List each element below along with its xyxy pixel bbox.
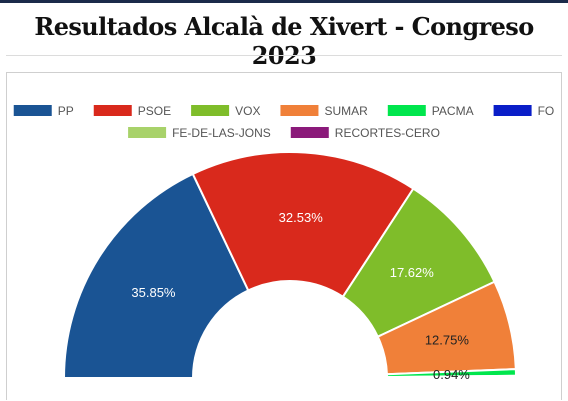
- legend-label-pacma: PACMA: [432, 104, 474, 118]
- legend-item-fe-de-las-jons[interactable]: FE-DE-LAS-JONS: [128, 126, 271, 140]
- chart-legend[interactable]: PP PSOE VOX SUMAR PACMA FO FE-DE-LAS-JONS RECOR…: [14, 104, 555, 140]
- slice-label-pp: 35.85%: [131, 285, 176, 300]
- legend-swatch-fe-de-las-jons: [128, 127, 166, 138]
- legend-item-sumar[interactable]: SUMAR: [280, 104, 368, 118]
- legend-swatch-fo: [494, 105, 532, 116]
- slice-label-sumar: 12.75%: [425, 333, 470, 348]
- page-title: Resultados Alcalà de Xivert - Congreso 2…: [0, 12, 568, 70]
- legend-label-sumar: SUMAR: [324, 104, 368, 118]
- legend-label-fe-de-las-jons: FE-DE-LAS-JONS: [172, 126, 271, 140]
- chart-card: 35.85% 32.53% 17.62% 12.75% 0.94% PP PSOE VOX S…: [6, 72, 562, 400]
- legend-swatch-vox: [191, 105, 229, 116]
- legend-swatch-recortes-cero: [291, 127, 329, 138]
- top-rule: [0, 0, 568, 3]
- slice-label-pacma: 0.94%: [433, 367, 470, 382]
- legend-item-fo[interactable]: FO: [494, 104, 555, 118]
- slice-label-vox: 17.62%: [390, 265, 435, 280]
- legend-item-psoe[interactable]: PSOE: [94, 104, 171, 118]
- title-divider: [6, 55, 562, 56]
- legend-item-vox[interactable]: VOX: [191, 104, 260, 118]
- slice-label-psoe: 32.53%: [279, 210, 324, 225]
- semicircle-chart: 35.85% 32.53% 17.62% 12.75% 0.94% PP PSOE VOX S…: [7, 73, 561, 401]
- legend-label-pp: PP: [58, 104, 74, 118]
- legend-item-recortes-cero[interactable]: RECORTES-CERO: [291, 126, 440, 140]
- legend-label-recortes-cero: RECORTES-CERO: [335, 126, 440, 140]
- legend-label-fo: FO: [538, 104, 555, 118]
- legend-label-psoe: PSOE: [138, 104, 171, 118]
- legend-item-pacma[interactable]: PACMA: [388, 104, 474, 118]
- legend-swatch-sumar: [280, 105, 318, 116]
- legend-swatch-psoe: [94, 105, 132, 116]
- legend-swatch-pacma: [388, 105, 426, 116]
- legend-label-vox: VOX: [235, 104, 260, 118]
- legend-swatch-pp: [14, 105, 52, 116]
- legend-item-pp[interactable]: PP: [14, 104, 74, 118]
